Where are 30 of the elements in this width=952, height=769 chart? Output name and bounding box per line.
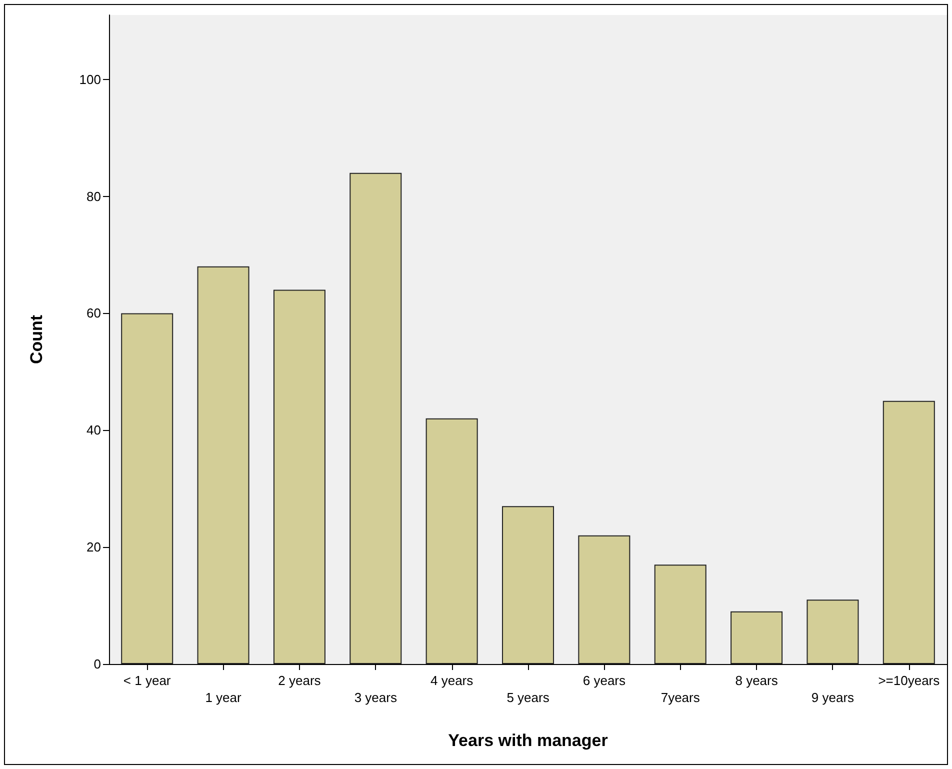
y-tick-label: 60 — [86, 306, 101, 321]
x-tick-label: >=10years — [878, 673, 940, 688]
x-tick-label: 7years — [660, 690, 700, 705]
bar — [350, 172, 402, 664]
bar — [121, 313, 174, 664]
bar — [197, 266, 250, 664]
x-axis-title: Years with manager — [448, 731, 608, 750]
x-tick-label: 2 years — [278, 673, 322, 688]
bar — [730, 611, 783, 664]
y-tick-label: 100 — [79, 72, 101, 87]
bar — [654, 564, 706, 664]
x-tick-label: 6 years — [582, 673, 626, 688]
x-tick-label: 4 years — [430, 673, 474, 688]
bar — [882, 400, 935, 664]
x-tick-label: 3 years — [354, 690, 398, 705]
bar — [273, 290, 326, 664]
x-tick-label: 5 years — [506, 690, 550, 705]
x-tick-label: < 1 year — [123, 673, 172, 688]
y-tick-label: 20 — [86, 540, 101, 555]
x-tick-label: 1 year — [205, 690, 242, 705]
y-tick-label: 0 — [94, 656, 101, 672]
y-tick-label: 80 — [86, 188, 101, 204]
x-tick-label: 8 years — [735, 673, 778, 688]
y-tick-label: 40 — [86, 422, 101, 438]
bar — [426, 418, 478, 664]
bar — [502, 506, 554, 664]
x-tick-label: 9 years — [811, 690, 855, 705]
bar — [578, 535, 630, 664]
bar — [806, 600, 859, 664]
y-axis-title: Count — [27, 314, 46, 364]
